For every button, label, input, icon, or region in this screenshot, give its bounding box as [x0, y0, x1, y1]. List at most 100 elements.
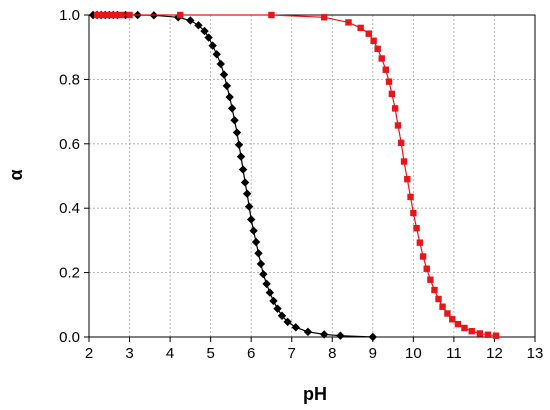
data-point [219, 70, 229, 79]
data-point [378, 55, 385, 62]
x-tick-label: 10 [405, 345, 422, 362]
data-point [112, 11, 119, 19]
data-point [303, 327, 313, 337]
data-point [99, 11, 107, 19]
x-tick-label: 3 [125, 345, 133, 362]
y-tick-label: 1.0 [59, 7, 80, 24]
data-point [319, 330, 329, 339]
data-point [391, 105, 399, 112]
data-point [204, 33, 213, 42]
data-point [439, 303, 446, 310]
data-point [268, 11, 275, 19]
data-point [345, 19, 352, 26]
data-point [277, 311, 287, 320]
data-point [234, 140, 244, 149]
x-axis-title: pH [303, 384, 327, 404]
data-point [232, 128, 242, 137]
data-point [269, 296, 278, 306]
data-point [423, 265, 430, 272]
data-point [416, 239, 424, 246]
data-point [194, 21, 203, 30]
x-tick-label: 4 [166, 345, 174, 362]
data-point [368, 332, 378, 342]
data-point [249, 226, 258, 235]
series-1 [88, 10, 378, 342]
data-point [435, 295, 442, 303]
data-point [476, 330, 484, 337]
data-point [186, 16, 195, 25]
y-tick-label: 0.0 [59, 329, 80, 346]
y-tick-label: 0.6 [59, 136, 80, 153]
data-point [461, 324, 468, 332]
plot-area-frame [88, 14, 536, 338]
data-point [419, 253, 427, 260]
x-tick-label: 8 [328, 345, 336, 362]
data-point [242, 189, 252, 198]
data-point [404, 176, 411, 183]
data-point [177, 11, 184, 19]
data-point [388, 90, 396, 98]
y-tick-label: 0.8 [59, 71, 80, 88]
data-point [246, 215, 256, 224]
data-point [225, 92, 234, 102]
x-tick-label: 9 [369, 345, 377, 362]
data-point [106, 11, 113, 19]
series-layer [88, 10, 500, 342]
data-point [454, 320, 462, 328]
data-point [400, 158, 408, 165]
data-point [492, 332, 500, 339]
data-point [208, 41, 217, 50]
data-point [385, 78, 393, 85]
data-point [236, 152, 246, 161]
x-tick-label: 12 [486, 345, 503, 362]
data-point [394, 122, 402, 129]
data-point [291, 323, 300, 332]
data-point [222, 81, 232, 91]
x-tick-label: 13 [527, 345, 544, 362]
data-point [256, 259, 266, 269]
data-point [382, 66, 389, 73]
data-point [230, 116, 239, 125]
y-tick-label: 0.4 [59, 200, 80, 217]
data-point [283, 317, 292, 327]
data-point [444, 310, 451, 317]
series-2 [93, 11, 500, 339]
data-point [468, 328, 475, 335]
data-point [357, 24, 364, 32]
data-point [407, 193, 414, 201]
data-point [244, 202, 254, 211]
x-tick-label: 5 [206, 345, 214, 362]
data-point [265, 288, 275, 297]
x-tick-label: 2 [85, 345, 93, 362]
x-tick-label: 6 [247, 345, 255, 362]
data-point [118, 11, 125, 19]
x-tick-label: 11 [446, 345, 462, 362]
data-point [365, 30, 372, 37]
data-point [336, 331, 345, 340]
data-point [254, 249, 263, 258]
data-point [413, 224, 420, 232]
data-point [240, 178, 250, 187]
data-point [427, 276, 434, 283]
data-point [227, 104, 237, 113]
data-point [320, 14, 328, 21]
data-point [251, 237, 261, 247]
x-axis-ticks: 2 3 4 5 6 7 8 9 10 11 12 13 [85, 337, 544, 362]
data-point [212, 50, 221, 59]
data-point [126, 11, 133, 19]
data-point [370, 37, 377, 44]
data-point [262, 279, 271, 289]
data-point [449, 316, 456, 323]
y-axis-ticks: 0.0 0.2 0.4 0.6 0.8 1.0 [59, 7, 89, 346]
data-point [398, 139, 405, 147]
data-point [259, 270, 268, 279]
x-tick-label: 7 [288, 345, 296, 362]
y-tick-label: 0.2 [59, 265, 80, 282]
data-point [93, 11, 101, 19]
data-point [238, 165, 248, 174]
data-point [273, 304, 282, 313]
data-point [431, 286, 438, 294]
data-point [216, 59, 225, 69]
data-point [410, 209, 417, 217]
